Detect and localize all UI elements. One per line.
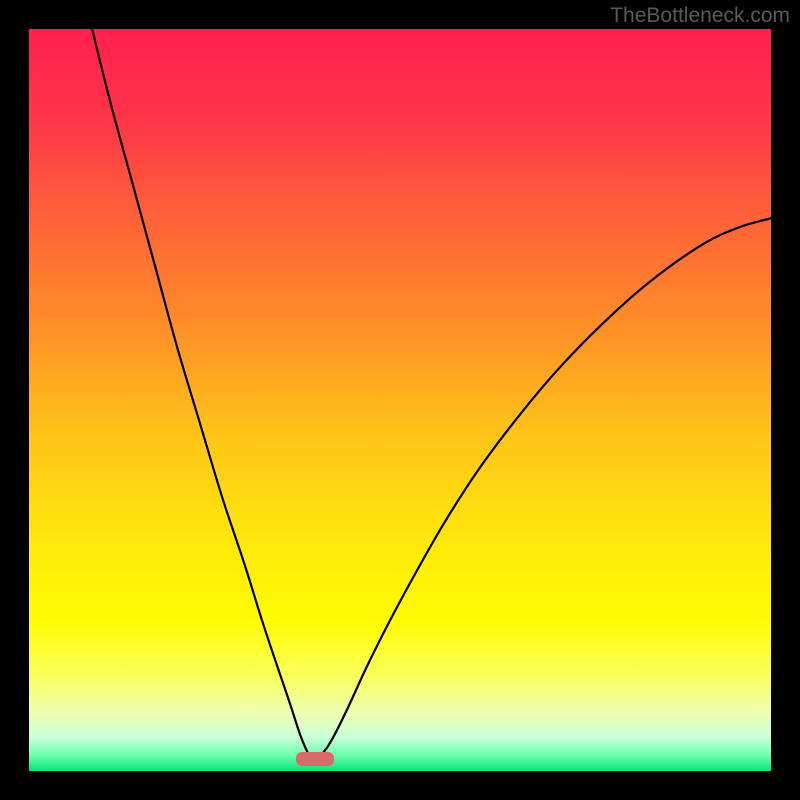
watermark-text: TheBottleneck.com [610,4,790,28]
chart-plot-area [29,29,771,771]
minimum-marker [296,752,334,766]
bottleneck-curve [29,29,771,771]
